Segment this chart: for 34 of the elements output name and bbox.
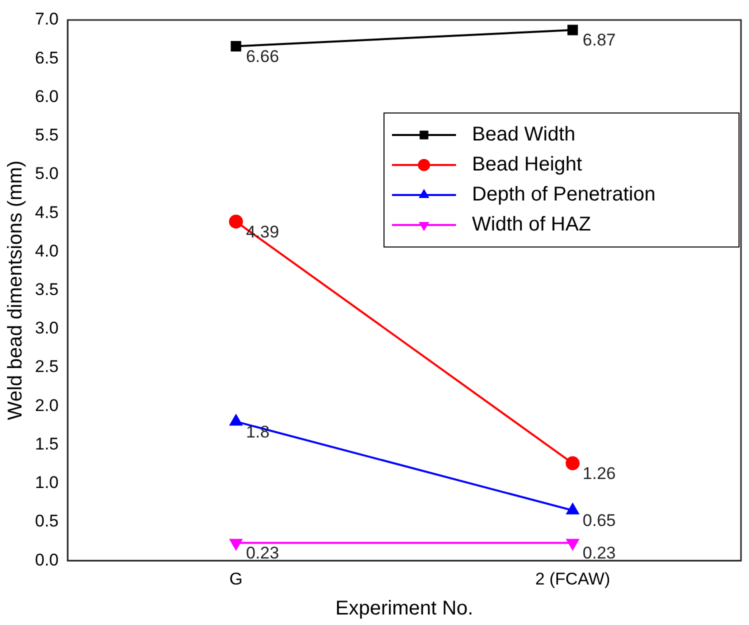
y-tick-label: 3.0 xyxy=(34,318,59,338)
y-tick-label: 5.5 xyxy=(34,126,59,145)
point xyxy=(228,214,243,229)
data-label: 0.65 xyxy=(582,511,616,530)
x-tick-label: 2 (FCAW) xyxy=(535,569,610,588)
y-tick-label: 0.0 xyxy=(34,550,59,570)
y-tick-label: 3.5 xyxy=(34,280,59,299)
legend-label: Bead Width xyxy=(472,124,576,146)
x-axis-title: Experiment No. xyxy=(335,598,474,620)
point xyxy=(567,24,578,36)
y-tick-label: 4.5 xyxy=(34,202,59,222)
point xyxy=(566,456,580,470)
y-axis-title: Weld bead dimentsions (mm) xyxy=(4,160,27,420)
legend-label: Depth of Penetration xyxy=(472,184,656,206)
y-tick-label: 2.5 xyxy=(34,357,59,376)
point xyxy=(230,41,242,52)
data-label: 1.26 xyxy=(582,464,616,483)
x-tick-label: G xyxy=(229,569,243,588)
y-tick-label: 6.0 xyxy=(34,86,59,106)
y-tick-label: 0.5 xyxy=(34,512,59,531)
y-tick-label: 5.0 xyxy=(34,164,59,184)
y-tick-label: 4.0 xyxy=(34,241,59,260)
legend-label: Width of HAZ xyxy=(472,214,591,236)
data-label: 6.66 xyxy=(246,46,280,66)
y-tick-label: 1.0 xyxy=(34,473,59,492)
y-tick-label: 1.5 xyxy=(34,434,59,454)
data-label: 0.23 xyxy=(246,544,280,563)
data-label: 6.87 xyxy=(582,30,616,50)
legend-label: Bead Height xyxy=(472,154,583,176)
data-label: 1.8 xyxy=(246,422,270,442)
y-tick-label: 7.0 xyxy=(34,10,59,29)
y-tick-label: 2.0 xyxy=(34,396,59,415)
y-tick-label: 6.5 xyxy=(34,48,59,68)
data-label: 0.23 xyxy=(582,544,616,563)
